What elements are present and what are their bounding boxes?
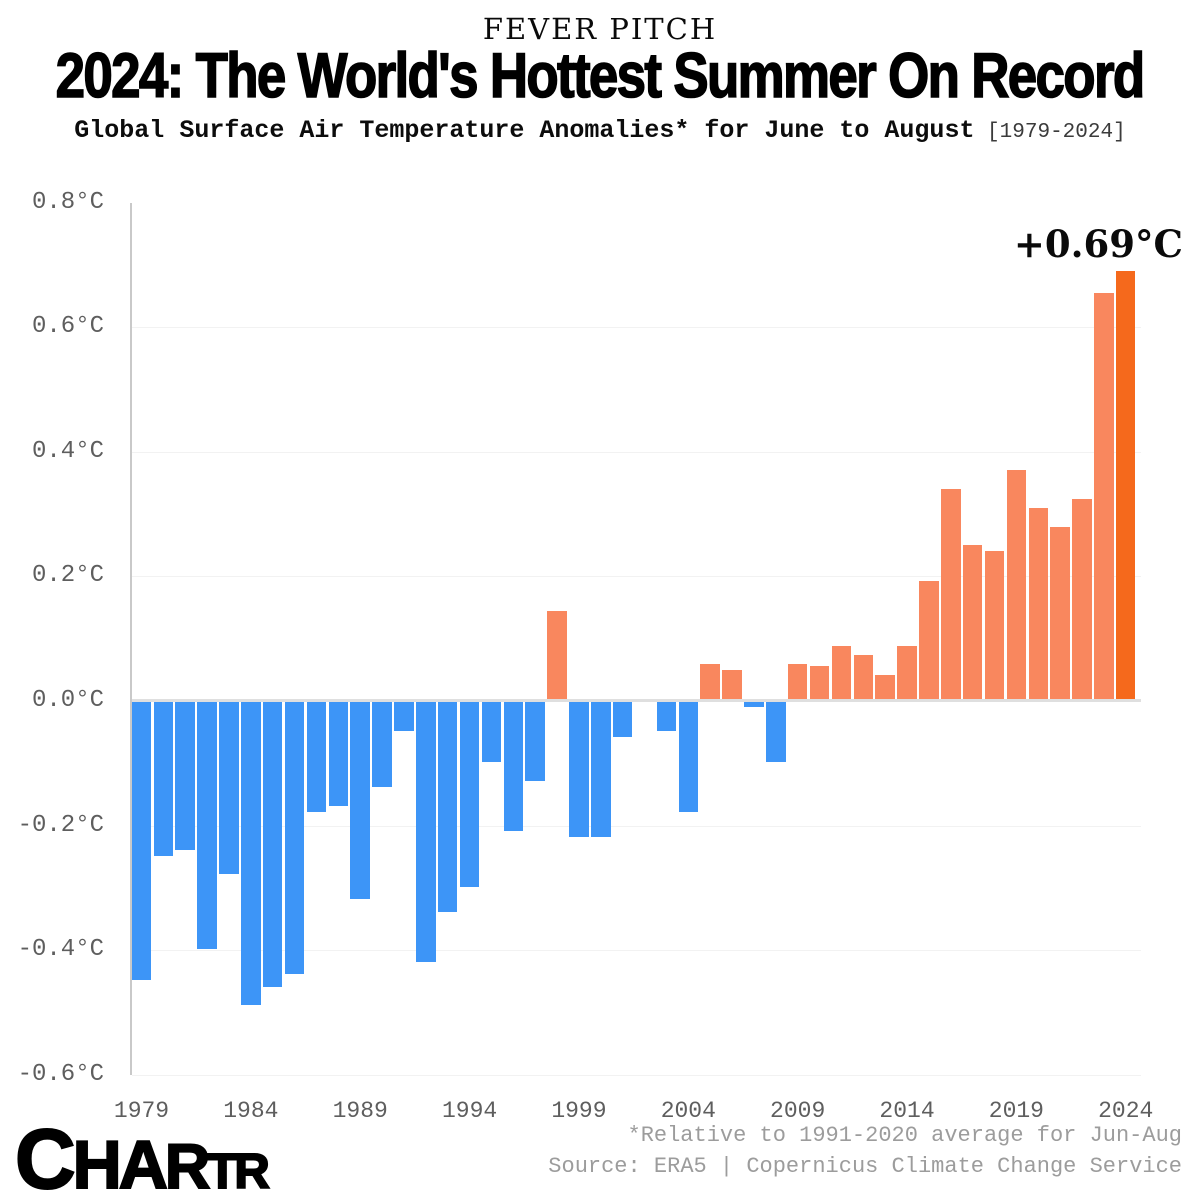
gridline-0.2 bbox=[131, 576, 1141, 578]
y-tick-label: -0.4°C bbox=[17, 936, 104, 964]
x-tick-label: 1979 bbox=[113, 1098, 170, 1124]
logo-letter: T bbox=[206, 1145, 238, 1199]
bar-1991 bbox=[394, 702, 414, 732]
x-tick-label: 1994 bbox=[441, 1098, 498, 1124]
y-axis-spine bbox=[130, 202, 132, 1075]
gridline--0.4 bbox=[131, 950, 1141, 952]
x-tick-label: 1999 bbox=[551, 1098, 607, 1124]
x-tick-label: 2009 bbox=[770, 1098, 826, 1124]
gridline-0.4 bbox=[131, 451, 1141, 453]
y-tick-label: 0.6°C bbox=[31, 313, 104, 341]
bar-2021 bbox=[1050, 526, 1070, 699]
subtitle-main: Global Surface Air Temperature Anomalies… bbox=[74, 116, 975, 145]
bar-2018 bbox=[984, 551, 1005, 699]
y-tick-label: 0.8°C bbox=[31, 188, 104, 216]
bar-2011 bbox=[831, 646, 852, 699]
bar-2010 bbox=[809, 666, 830, 699]
bar-1996 bbox=[503, 702, 524, 831]
bar-1994 bbox=[459, 702, 480, 887]
bar-1999 bbox=[569, 702, 589, 838]
bar-1987 bbox=[306, 702, 327, 813]
title-wrap: 2024: The World's Hottest Summer On Reco… bbox=[0, 41, 1200, 111]
bar-2009 bbox=[787, 663, 808, 699]
x-tick-label: 2014 bbox=[879, 1098, 935, 1124]
bar-1981 bbox=[175, 702, 195, 850]
bar-1985 bbox=[262, 702, 283, 987]
logo-letter: R bbox=[233, 1145, 270, 1199]
x-tick-label: 1984 bbox=[223, 1098, 279, 1124]
subtitle: Global Surface Air Temperature Anomalies… bbox=[0, 116, 1200, 145]
bar-2023 bbox=[1094, 292, 1114, 699]
bar-2007 bbox=[744, 702, 764, 708]
gridline-0.6 bbox=[131, 327, 1141, 329]
kicker: FEVER PITCH bbox=[482, 12, 718, 46]
source-credit: Source: ERA5 | Copernicus Climate Change… bbox=[548, 1154, 1182, 1179]
bar-2017 bbox=[962, 545, 983, 699]
bar-2008 bbox=[766, 702, 786, 763]
page-title: 2024: The World's Hottest Summer On Reco… bbox=[55, 41, 1146, 111]
y-tick-label: -0.6°C bbox=[17, 1060, 104, 1088]
bar-2022 bbox=[1072, 498, 1092, 699]
bar-1998 bbox=[547, 610, 567, 699]
bar-2019 bbox=[1006, 470, 1027, 699]
x-tick-label: 2019 bbox=[988, 1098, 1044, 1124]
bar-1990 bbox=[372, 702, 392, 788]
bar-2003 bbox=[656, 702, 677, 732]
zero-baseline bbox=[131, 699, 1141, 702]
bar-1995 bbox=[481, 702, 502, 763]
logo-letter: H bbox=[72, 1127, 123, 1200]
bar-1979 bbox=[131, 702, 152, 981]
bar-1993 bbox=[437, 702, 458, 912]
bar-2015 bbox=[919, 581, 939, 699]
bar-2013 bbox=[875, 675, 895, 699]
bar-2004 bbox=[678, 702, 699, 813]
peak-annotation: +0.69°C bbox=[1013, 222, 1183, 266]
bar-2012 bbox=[853, 654, 874, 699]
gridline--0.2 bbox=[131, 825, 1141, 827]
footnote: *Relative to 1991-2020 average for Jun-A… bbox=[627, 1123, 1183, 1148]
logo-letter: C bbox=[14, 1112, 77, 1200]
bar-2006 bbox=[722, 669, 742, 699]
bar-2020 bbox=[1028, 507, 1048, 699]
y-tick-label: 0.2°C bbox=[31, 562, 104, 590]
x-tick-label: 1989 bbox=[332, 1098, 388, 1124]
bar-1986 bbox=[284, 702, 305, 975]
subtitle-range: [1979-2024] bbox=[974, 121, 1126, 144]
bar-1983 bbox=[219, 702, 239, 875]
chartr-logo: CHARTR bbox=[14, 1112, 271, 1200]
bar-1980 bbox=[153, 702, 174, 856]
bar-1984 bbox=[241, 702, 261, 1006]
bar-1982 bbox=[197, 702, 217, 950]
bar-1997 bbox=[525, 702, 545, 781]
bar-2016 bbox=[941, 489, 961, 699]
bar-2024 bbox=[1115, 271, 1136, 699]
bar-1992 bbox=[416, 702, 436, 962]
bar-1988 bbox=[328, 702, 349, 806]
y-tick-label: -0.2°C bbox=[17, 811, 104, 839]
y-tick-label: 0.0°C bbox=[31, 687, 104, 714]
gridline--0.6 bbox=[131, 1074, 1141, 1076]
bar-1989 bbox=[350, 702, 370, 900]
bar-2000 bbox=[591, 702, 611, 838]
x-tick-label: 2004 bbox=[660, 1098, 716, 1124]
bar-2005 bbox=[700, 663, 720, 699]
x-tick-label: 2024 bbox=[1098, 1098, 1154, 1124]
y-tick-label: 0.4°C bbox=[31, 437, 104, 465]
bar-2001 bbox=[612, 702, 633, 738]
bar-2014 bbox=[897, 646, 917, 699]
logo-letter: A bbox=[118, 1127, 169, 1200]
logo-letter: R bbox=[164, 1132, 211, 1200]
